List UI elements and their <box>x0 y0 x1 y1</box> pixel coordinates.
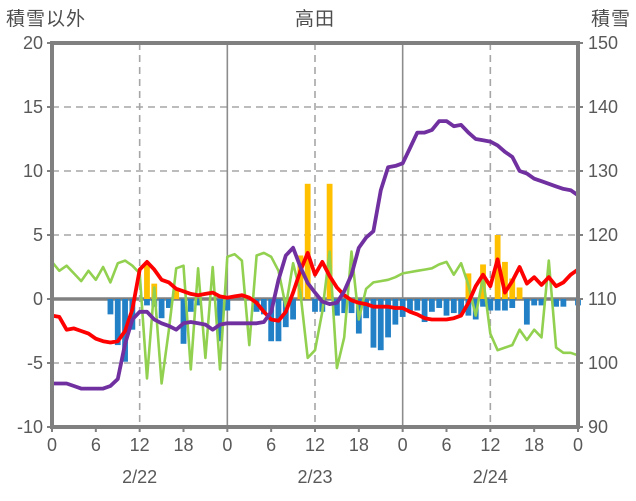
hour-tick: 0 <box>398 435 408 455</box>
hour-tick: 0 <box>47 435 57 455</box>
chart-title: 高田 <box>294 9 335 30</box>
right-axis-tick: 90 <box>588 417 608 437</box>
left-axis-tick: -5 <box>27 353 43 373</box>
hour-tick: 6 <box>266 435 276 455</box>
left-axis-tick: 10 <box>23 161 43 181</box>
hour-tick: 18 <box>349 435 369 455</box>
hour-tick: 0 <box>573 435 583 455</box>
hour-tick: 0 <box>222 435 232 455</box>
tick-marks <box>47 42 583 432</box>
hour-tick: 6 <box>441 435 451 455</box>
left-axis-tick: -10 <box>17 417 43 437</box>
date-label: 2/22 <box>122 467 157 487</box>
left-axis-tick: 20 <box>23 33 43 53</box>
gridlines <box>52 43 578 427</box>
hour-tick: 18 <box>524 435 544 455</box>
right-axis-tick: 140 <box>588 97 618 117</box>
right-axis-tick: 120 <box>588 225 618 245</box>
red-line <box>50 250 580 345</box>
left-axis-tick: 5 <box>33 225 43 245</box>
hour-tick: 6 <box>91 435 101 455</box>
left-axis-tick: 15 <box>23 97 43 117</box>
hour-tick: 18 <box>173 435 193 455</box>
hour-tick: 12 <box>130 435 150 455</box>
left-axis-title: 積雪以外 <box>6 9 87 30</box>
right-axis-title: 積雪 <box>590 9 631 30</box>
date-label: 2/24 <box>473 467 508 487</box>
right-axis-tick: 110 <box>588 289 617 309</box>
hour-tick: 12 <box>480 435 500 455</box>
date-label: 2/23 <box>297 467 332 487</box>
right-axis-tick: 100 <box>588 353 618 373</box>
right-axis-tick: 150 <box>588 33 618 53</box>
purple-line <box>50 119 580 391</box>
right-axis-tick: 130 <box>588 161 618 181</box>
hour-tick: 12 <box>305 435 325 455</box>
left-axis-tick: 0 <box>33 289 43 309</box>
